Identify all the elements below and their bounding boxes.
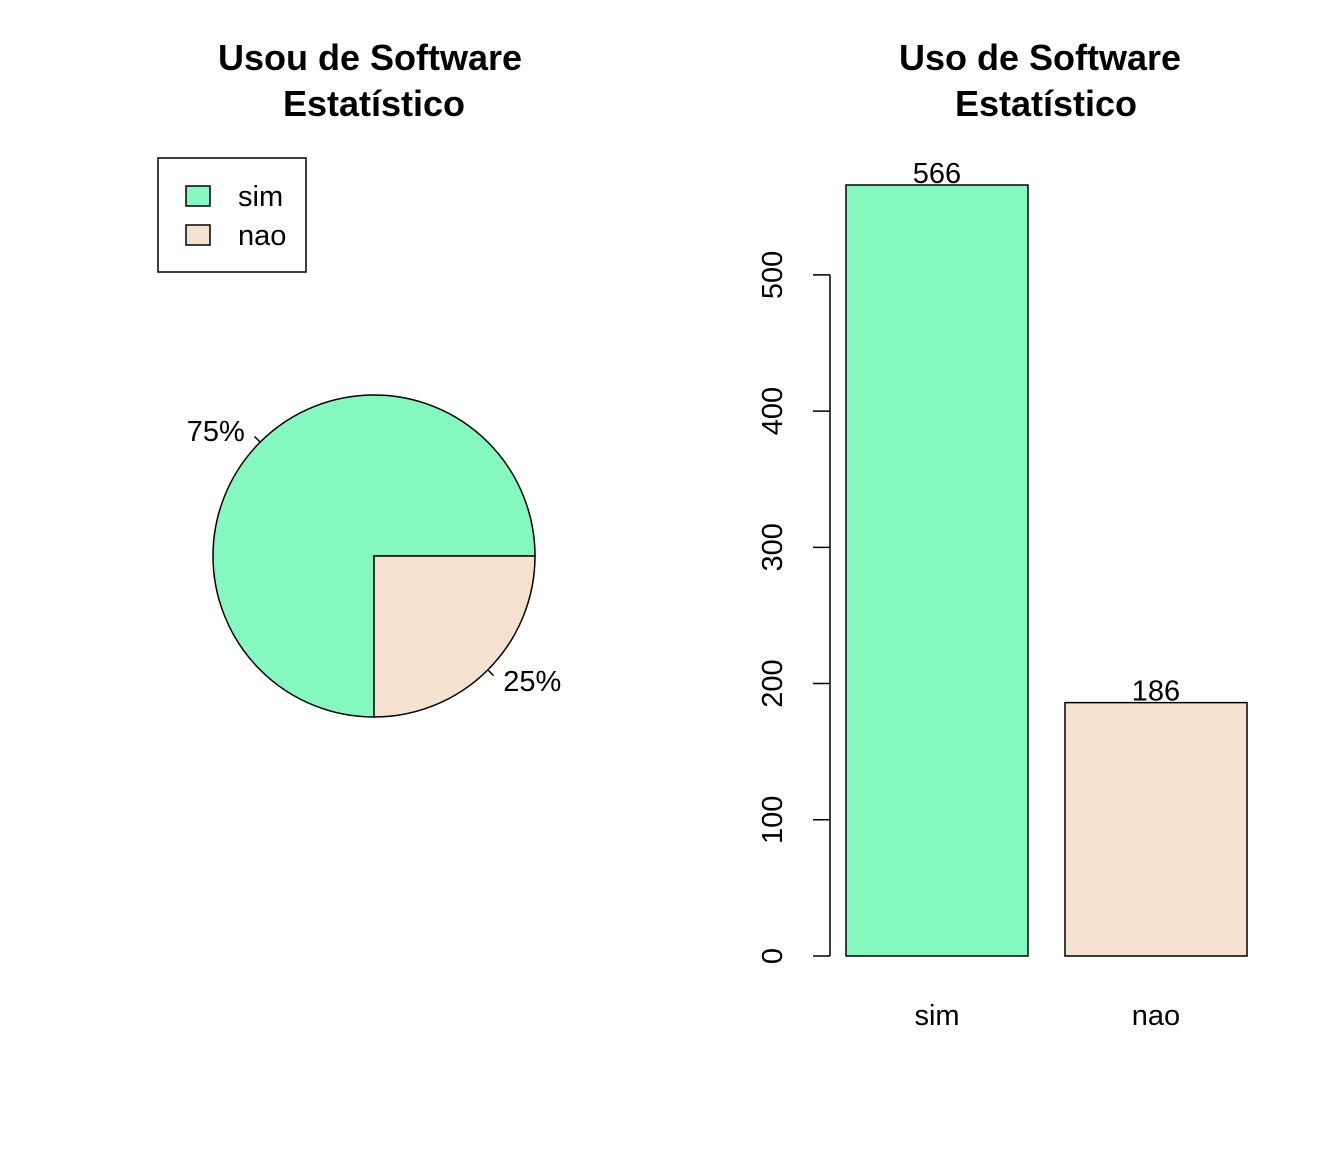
y-tick-label-500: 500 xyxy=(757,251,789,299)
pie-label-ticks xyxy=(253,435,495,677)
bar-nao xyxy=(1064,701,1248,957)
pie-tick-sim xyxy=(253,435,261,443)
bar-chart: Uso de Software Estatístico 0 100 200 300 40… xyxy=(757,37,1248,1032)
pie-legend: sim nao xyxy=(157,157,307,273)
bar-data-label-nao: 186 xyxy=(1132,676,1180,708)
pie-slice-label-sim: 75% xyxy=(187,416,245,448)
y-tick-label-100: 100 xyxy=(757,796,789,844)
pie-tick-nao xyxy=(487,669,495,677)
legend-label-sim: sim xyxy=(238,181,283,213)
bar-data-labels: 566 186 xyxy=(913,158,1180,708)
bar-title-line-2: Estatístico xyxy=(955,83,1137,124)
pie-slice-label-nao: 25% xyxy=(503,666,561,698)
bar-data-label-sim: 566 xyxy=(913,158,961,190)
legend-key-nao xyxy=(185,224,211,246)
x-axis-labels: sim nao xyxy=(914,1000,1180,1032)
legend-label-nao: nao xyxy=(238,220,286,252)
bar-sim xyxy=(845,184,1029,957)
y-tick-label-400: 400 xyxy=(757,387,789,435)
pie-chart: Usou de Software Estatístico sim nao 75%… xyxy=(157,37,561,718)
pie-slices xyxy=(212,394,536,718)
y-tick-label-200: 200 xyxy=(757,659,789,707)
pie-title-line-1: Usou de Software xyxy=(218,37,522,78)
y-axis: 0 100 200 300 400 500 xyxy=(757,251,831,964)
y-tick-label-0: 0 xyxy=(757,948,789,964)
y-tick-label-300: 300 xyxy=(757,523,789,571)
x-tick-label-nao: nao xyxy=(1132,1000,1180,1032)
legend-box xyxy=(157,157,307,273)
bar-title-line-1: Uso de Software xyxy=(899,37,1181,78)
pie-title-line-2: Estatístico xyxy=(283,83,465,124)
legend-key-sim xyxy=(185,185,211,207)
bars xyxy=(845,184,1248,957)
x-tick-label-sim: sim xyxy=(914,1000,959,1032)
